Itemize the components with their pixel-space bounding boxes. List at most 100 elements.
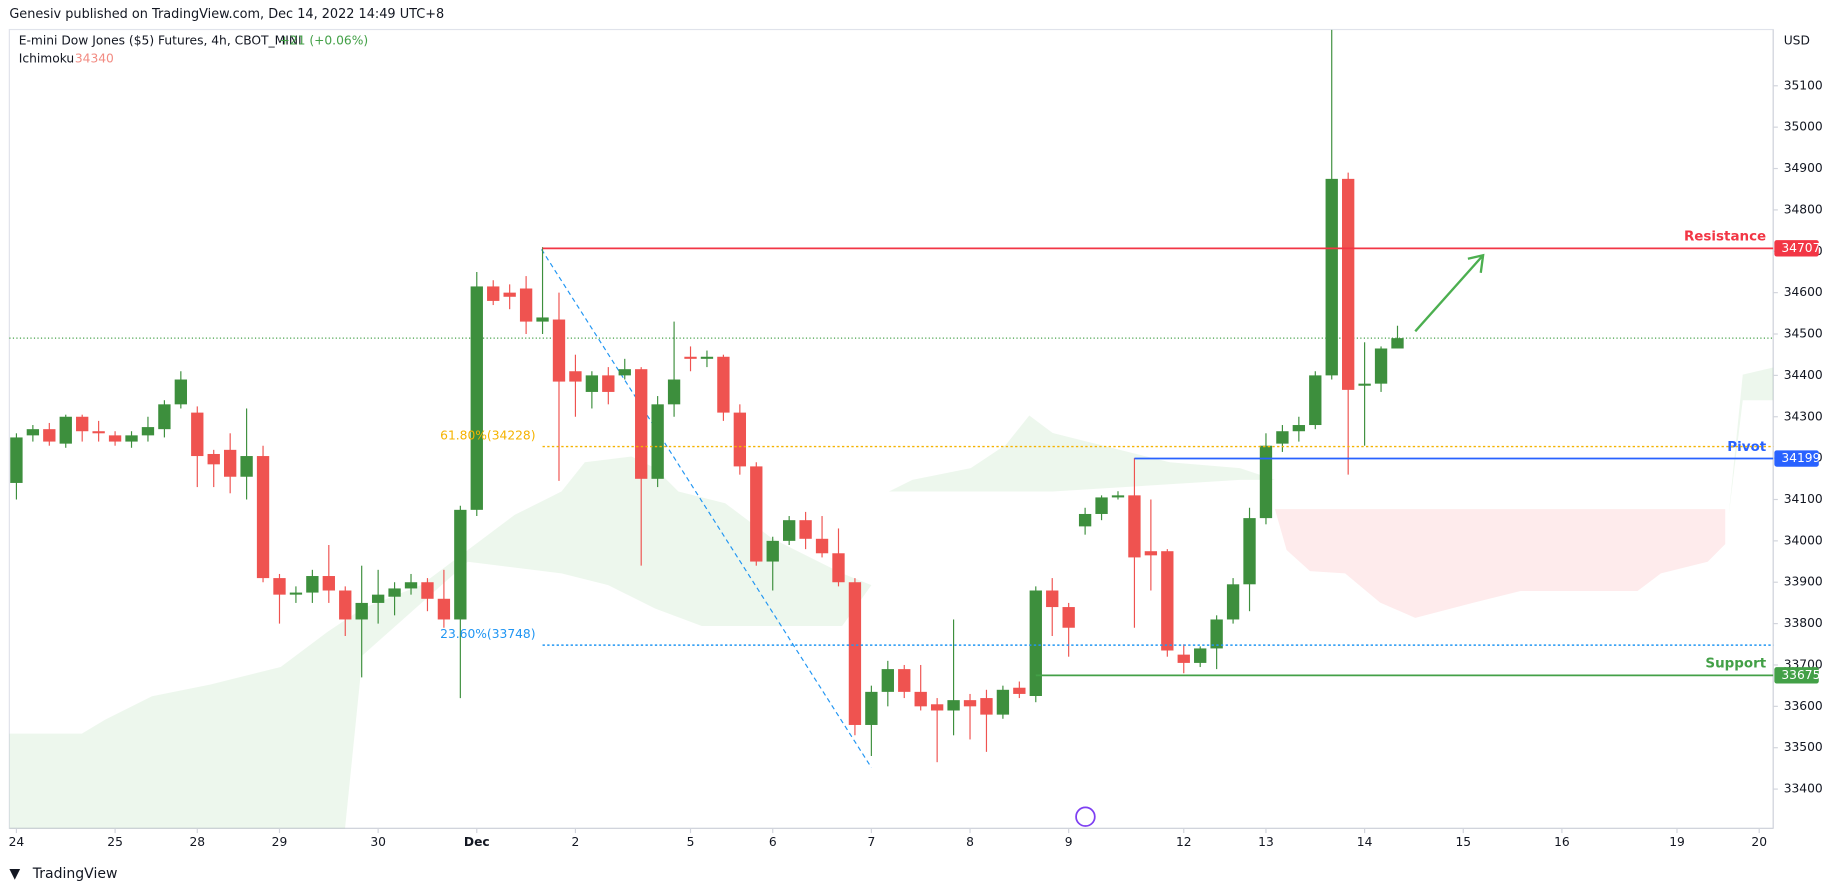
candle-body: [585, 375, 599, 392]
y-tick-label: 34800: [1784, 202, 1823, 216]
candle-body: [898, 669, 911, 692]
candle-body: [815, 538, 829, 554]
y-tick-label: 34000: [1784, 533, 1823, 547]
candle-body: [980, 698, 993, 715]
candle-body: [750, 466, 763, 562]
candle-body: [503, 292, 516, 297]
candle-body: [273, 578, 286, 595]
y-tick-label: 34100: [1784, 492, 1823, 506]
candle-body: [1078, 513, 1092, 527]
currency: USD: [1784, 34, 1810, 48]
y-tick-label: 33400: [1784, 782, 1823, 796]
events-icon[interactable]: [1075, 806, 1096, 827]
x-tick-label: 7: [867, 835, 875, 849]
candle-body: [454, 509, 467, 620]
candle-body: [733, 412, 747, 467]
candle-body: [1111, 495, 1125, 498]
y-tick-label: 35100: [1784, 78, 1823, 92]
candle-body: [1325, 178, 1338, 376]
candle-body: [947, 700, 960, 711]
candle-body: [339, 590, 352, 620]
candle-body: [1194, 648, 1207, 663]
y-tick-label: 34600: [1784, 285, 1823, 299]
candle-body: [10, 437, 23, 483]
change: +21 (+0.06%): [280, 34, 369, 48]
candle-body: [92, 431, 105, 434]
arrow: [1414, 253, 1485, 333]
level-name: Pivot: [1727, 440, 1766, 455]
x-tick-label: 13: [1258, 835, 1274, 849]
candle-body: [43, 429, 56, 442]
candle-body: [158, 404, 171, 430]
candle-body: [26, 429, 40, 436]
candle-body: [1391, 338, 1404, 349]
candle-body: [388, 588, 401, 597]
candle-body: [996, 689, 1010, 715]
candle-body: [174, 379, 188, 405]
fib-label: 61.80%(34228): [440, 429, 535, 443]
candle-body: [1210, 619, 1223, 649]
candle-body: [766, 540, 779, 562]
candle-body: [1062, 607, 1075, 628]
candle-body: [963, 700, 977, 707]
candle-body: [602, 375, 615, 392]
candle-body: [519, 288, 533, 322]
x-tick-label: 14: [1357, 835, 1373, 849]
candle-body: [717, 356, 730, 413]
price-label: 34707: [1781, 241, 1820, 255]
price-label: 33675: [1781, 668, 1820, 682]
level-name: Support: [1705, 657, 1766, 672]
candle-body: [914, 691, 927, 707]
x-tick-label: 5: [687, 835, 695, 849]
candle-body: [371, 594, 385, 603]
candle-body: [223, 449, 237, 477]
y-tick-label: 34500: [1784, 327, 1823, 341]
x-tick-label: 6: [769, 835, 777, 849]
price-label-bg: [1774, 450, 1819, 467]
candle-body: [848, 582, 862, 725]
candle-body: [1128, 495, 1141, 558]
candle-body: [487, 286, 500, 301]
candle-body: [1144, 551, 1158, 556]
candle-body: [306, 576, 319, 593]
x-tick-label: 9: [1065, 835, 1073, 849]
candle-body: [1374, 348, 1388, 384]
candle-body: [1342, 178, 1355, 390]
x-tick-label: 19: [1669, 835, 1685, 849]
candle-body: [865, 691, 878, 725]
x-tick-label: 24: [9, 835, 25, 849]
candle-body: [569, 371, 582, 382]
candle-body: [832, 553, 845, 583]
candle-body: [207, 453, 220, 465]
candle-body: [240, 456, 253, 477]
candle-body: [322, 576, 335, 591]
candle-body: [700, 356, 714, 359]
level-name: Resistance: [1684, 230, 1766, 245]
candle-body: [1013, 687, 1026, 694]
candle-body: [783, 520, 796, 541]
candle-body: [1161, 551, 1174, 651]
candle-body: [1046, 590, 1059, 608]
candle-body: [881, 669, 894, 692]
candle-body: [141, 427, 155, 436]
indicator-name: Ichimoku: [19, 51, 75, 65]
x-tick-label: 8: [966, 835, 974, 849]
x-tick-label: 25: [107, 835, 123, 849]
x-tick-label: Dec: [464, 835, 490, 849]
fib-label: 23.60%(33748): [440, 627, 535, 641]
x-tick-label: 29: [272, 835, 288, 849]
ichimoku-cloud-bear: [1274, 509, 1726, 618]
price-label-bg: [1774, 240, 1819, 257]
symbol-title: E-mini Dow Jones ($5) Futures, 4h, CBOT_…: [19, 34, 302, 48]
candle-body: [1276, 431, 1289, 444]
price-label-bg: [1774, 667, 1819, 684]
candle-body: [552, 319, 566, 382]
y-tick-label: 35000: [1784, 120, 1823, 134]
x-tick-label: 12: [1176, 835, 1192, 849]
candle-body: [404, 582, 418, 589]
candle-body: [667, 379, 681, 405]
y-tick-label: 33900: [1784, 575, 1823, 589]
x-tick-label: 28: [189, 835, 205, 849]
candle-body: [1309, 375, 1322, 426]
